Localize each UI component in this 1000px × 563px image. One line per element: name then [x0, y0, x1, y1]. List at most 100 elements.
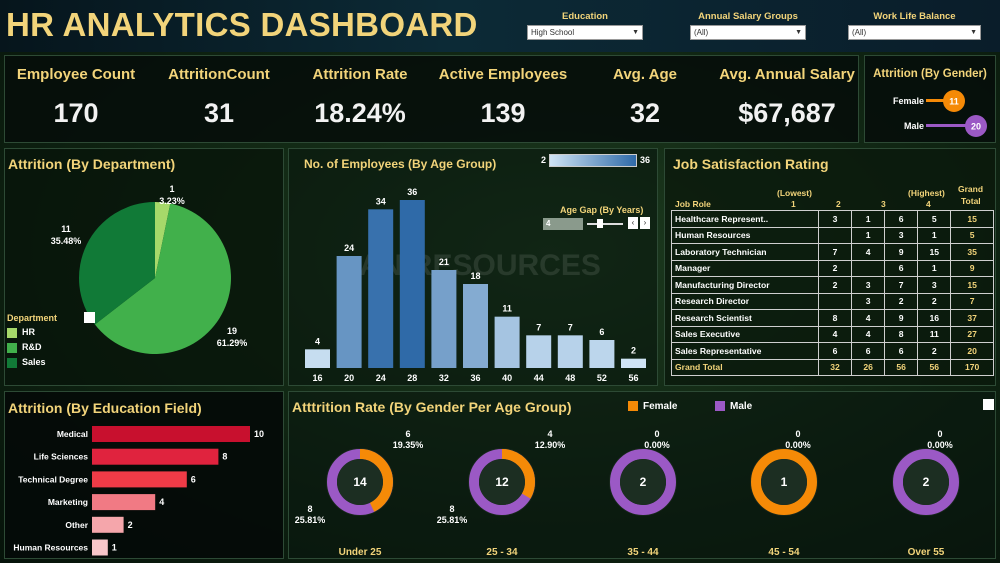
legend-male[interactable]: Male — [715, 401, 752, 412]
education-bar[interactable] — [92, 471, 187, 488]
rating-cell: 9 — [884, 309, 919, 327]
total-cell: 15 — [950, 276, 994, 294]
male-count-label: 8 — [307, 504, 312, 514]
panel-toggle-box[interactable] — [983, 399, 994, 410]
rating-cell: 56 — [884, 358, 919, 376]
legend-item-rd[interactable]: R&D — [7, 342, 42, 353]
education-bar-value: 1 — [112, 543, 117, 553]
work-life-select[interactable]: (All) ▼ — [848, 25, 981, 40]
age-gap-slider[interactable] — [587, 223, 623, 225]
legend-female[interactable]: Female — [628, 401, 677, 412]
age-bar-value: 24 — [344, 243, 354, 253]
rating-cell: 2 — [884, 292, 919, 310]
department-title: Attrition (By Department) — [8, 156, 176, 172]
header-col-3: 3 — [881, 199, 886, 209]
age-bars-group: 4 16 24 20 34 24 36 28 21 32 18 36 11 40 7 44 7 48 6 52 2 56 — [305, 187, 646, 383]
education-bar[interactable] — [92, 426, 250, 442]
education-bar[interactable] — [92, 516, 124, 533]
kpi-active-value: 139 — [480, 98, 526, 128]
donut-2[interactable] — [609, 448, 677, 516]
legend-item-hr[interactable]: HR — [7, 327, 35, 338]
table-row[interactable]: Manufacturing Director 2 3 7 3 15 — [671, 276, 994, 294]
age-bar[interactable] — [305, 349, 330, 368]
age-gap-input[interactable]: 4 — [543, 218, 583, 230]
donut-female-arc[interactable] — [469, 449, 535, 515]
age-bar[interactable] — [526, 335, 552, 368]
education-category-label: Life Sciences — [34, 452, 89, 462]
table-row[interactable]: Research Scientist 8 4 9 16 37 — [671, 309, 994, 327]
education-bar[interactable] — [92, 539, 108, 556]
total-cell: 27 — [950, 325, 994, 343]
rating-cell: 2 — [917, 292, 952, 310]
pie-label-rd-count: 19 — [227, 326, 237, 336]
filter-label: Education — [562, 11, 608, 22]
pie-slice-rd[interactable] — [94, 203, 231, 354]
age-bar[interactable] — [368, 209, 394, 368]
age-bar-value: 2 — [631, 346, 636, 356]
pie-selection-marker[interactable] — [84, 312, 95, 323]
chevron-right-icon[interactable]: › — [640, 217, 650, 229]
education-bar-value: 8 — [222, 452, 227, 462]
total-cell: 9 — [950, 259, 994, 277]
age-bar[interactable] — [589, 340, 615, 368]
age-bar[interactable] — [431, 270, 457, 368]
rating-cell: 1 — [917, 259, 952, 277]
donut-4[interactable] — [892, 448, 960, 516]
legend-item-sales[interactable]: Sales — [7, 357, 46, 368]
age-tick-label: 40 — [502, 373, 512, 383]
donut-male-arc[interactable] — [893, 449, 959, 515]
rating-cell: 6 — [851, 342, 886, 360]
chevron-down-icon[interactable]: ▼ — [970, 29, 977, 36]
donut-hole — [620, 459, 666, 505]
table-row[interactable]: Research Director 3 2 2 7 — [671, 292, 994, 310]
table-row[interactable]: Human Resources 1 3 1 5 — [671, 226, 994, 244]
chevron-down-icon[interactable]: ▼ — [795, 29, 802, 36]
pie-slice-sales[interactable] — [79, 202, 155, 325]
salary-select[interactable]: (All) ▼ — [690, 25, 806, 40]
donut-0[interactable] — [326, 448, 394, 516]
donut-1[interactable] — [468, 448, 536, 516]
education-title: Attrition (By Education Field) — [8, 400, 202, 416]
age-bar[interactable] — [494, 316, 520, 368]
table-row[interactable]: Sales Representative 6 6 6 2 20 — [671, 342, 994, 360]
education-category-label: Medical — [57, 429, 88, 439]
age-bar[interactable] — [621, 358, 646, 368]
gender-female-label: Female — [893, 96, 924, 106]
rating-cell: 2 — [917, 342, 952, 360]
rating-cell: 6 — [884, 210, 919, 228]
age-tick-label: 28 — [407, 373, 417, 383]
education-category-label: Other — [65, 520, 88, 530]
education-bar[interactable] — [92, 494, 156, 511]
age-gap-label: Age Gap (By Years) — [560, 205, 644, 215]
rating-cell — [817, 292, 853, 310]
table-row[interactable]: Healthcare Represent.. 3 1 6 5 15 — [671, 210, 994, 228]
table-row[interactable]: Manager 2 6 1 9 — [671, 259, 994, 277]
rating-cell: 3 — [851, 276, 886, 294]
education-bar[interactable] — [92, 448, 219, 465]
age-bar[interactable] — [463, 284, 488, 368]
female-count-label: 0 — [795, 429, 800, 439]
chevron-down-icon[interactable]: ▼ — [632, 29, 639, 36]
education-bars-group: Medical 10 Life Sciences 8 Technical Degree 6… — [13, 426, 264, 556]
age-bar[interactable] — [557, 335, 583, 368]
age-bar[interactable] — [336, 256, 362, 368]
donut-female-arc[interactable] — [327, 449, 393, 515]
donut-female-arc[interactable] — [751, 449, 817, 515]
rating-cell: 56 — [917, 358, 952, 376]
age-bar[interactable] — [399, 200, 425, 368]
pie-slice-hr[interactable] — [155, 202, 171, 278]
job-role-cell: Manufacturing Director — [671, 276, 819, 294]
table-row[interactable]: Laboratory Technician 7 4 9 15 35 — [671, 243, 994, 261]
filter-work-life: Work Life Balance (All) ▼ — [848, 11, 981, 40]
donut-male-arc[interactable] — [610, 449, 676, 515]
chevron-left-icon[interactable]: ‹ — [628, 217, 638, 229]
table-row[interactable]: Sales Executive 4 4 8 11 27 — [671, 325, 994, 343]
education-select[interactable]: High School ▼ — [527, 25, 643, 40]
donut-3[interactable] — [750, 448, 818, 516]
age-bar-value: 21 — [439, 257, 449, 267]
age-gap-slider-handle[interactable] — [597, 219, 603, 228]
grand-total-row[interactable]: Grand Total 32 26 56 56 170 — [671, 358, 994, 376]
select-value: (All) — [694, 28, 709, 37]
rating-cell: 4 — [817, 325, 853, 343]
age-tick-label: 44 — [534, 373, 544, 383]
